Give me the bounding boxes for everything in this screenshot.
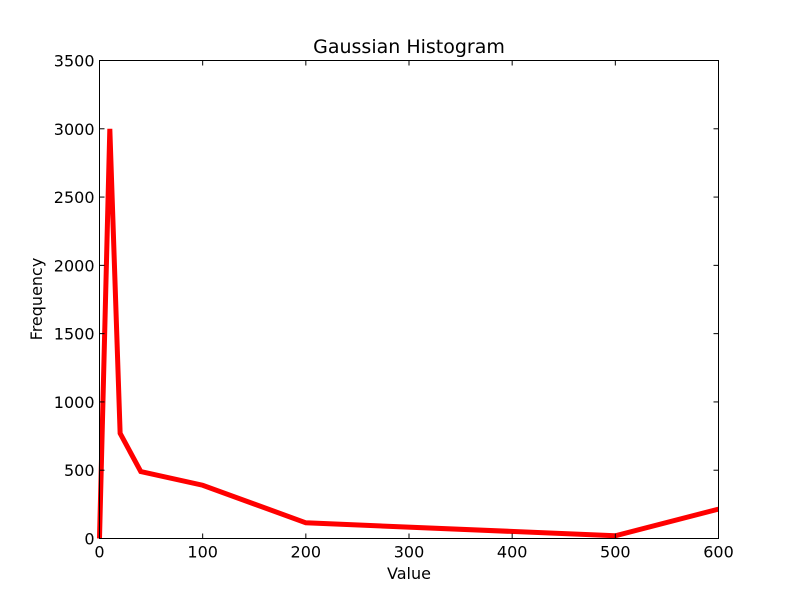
x-tick-label: 400 (497, 543, 528, 562)
y-tick-label: 1500 (54, 325, 95, 344)
chart-title: Gaussian Histogram (313, 36, 505, 58)
x-tick-label: 100 (187, 543, 218, 562)
y-tick-label: 500 (64, 461, 95, 480)
y-tick-label: 2000 (54, 256, 95, 275)
plot-marks (97, 128, 720, 539)
y-tick-label: 0 (84, 530, 94, 549)
x-tick-label: 500 (600, 543, 631, 562)
x-tick-label: 200 (291, 543, 322, 562)
series-line (97, 128, 720, 539)
y-tick-label: 2500 (54, 188, 95, 207)
x-axis: 0 100 200 300 400 500 600 (94, 60, 734, 562)
y-axis-label: Frequency (27, 258, 46, 341)
y-tick-label: 3500 (54, 52, 95, 71)
x-tick-label: 0 (94, 543, 104, 562)
x-tick-label: 300 (394, 543, 425, 562)
plot-frame (99, 60, 719, 539)
x-axis-label: Value (387, 564, 431, 583)
y-tick-label: 1000 (54, 393, 95, 412)
y-axis: 0 500 1000 1500 2000 2500 3000 3500 (54, 52, 719, 549)
y-tick-label: 3000 (54, 120, 95, 139)
x-tick-label: 600 (703, 543, 734, 562)
